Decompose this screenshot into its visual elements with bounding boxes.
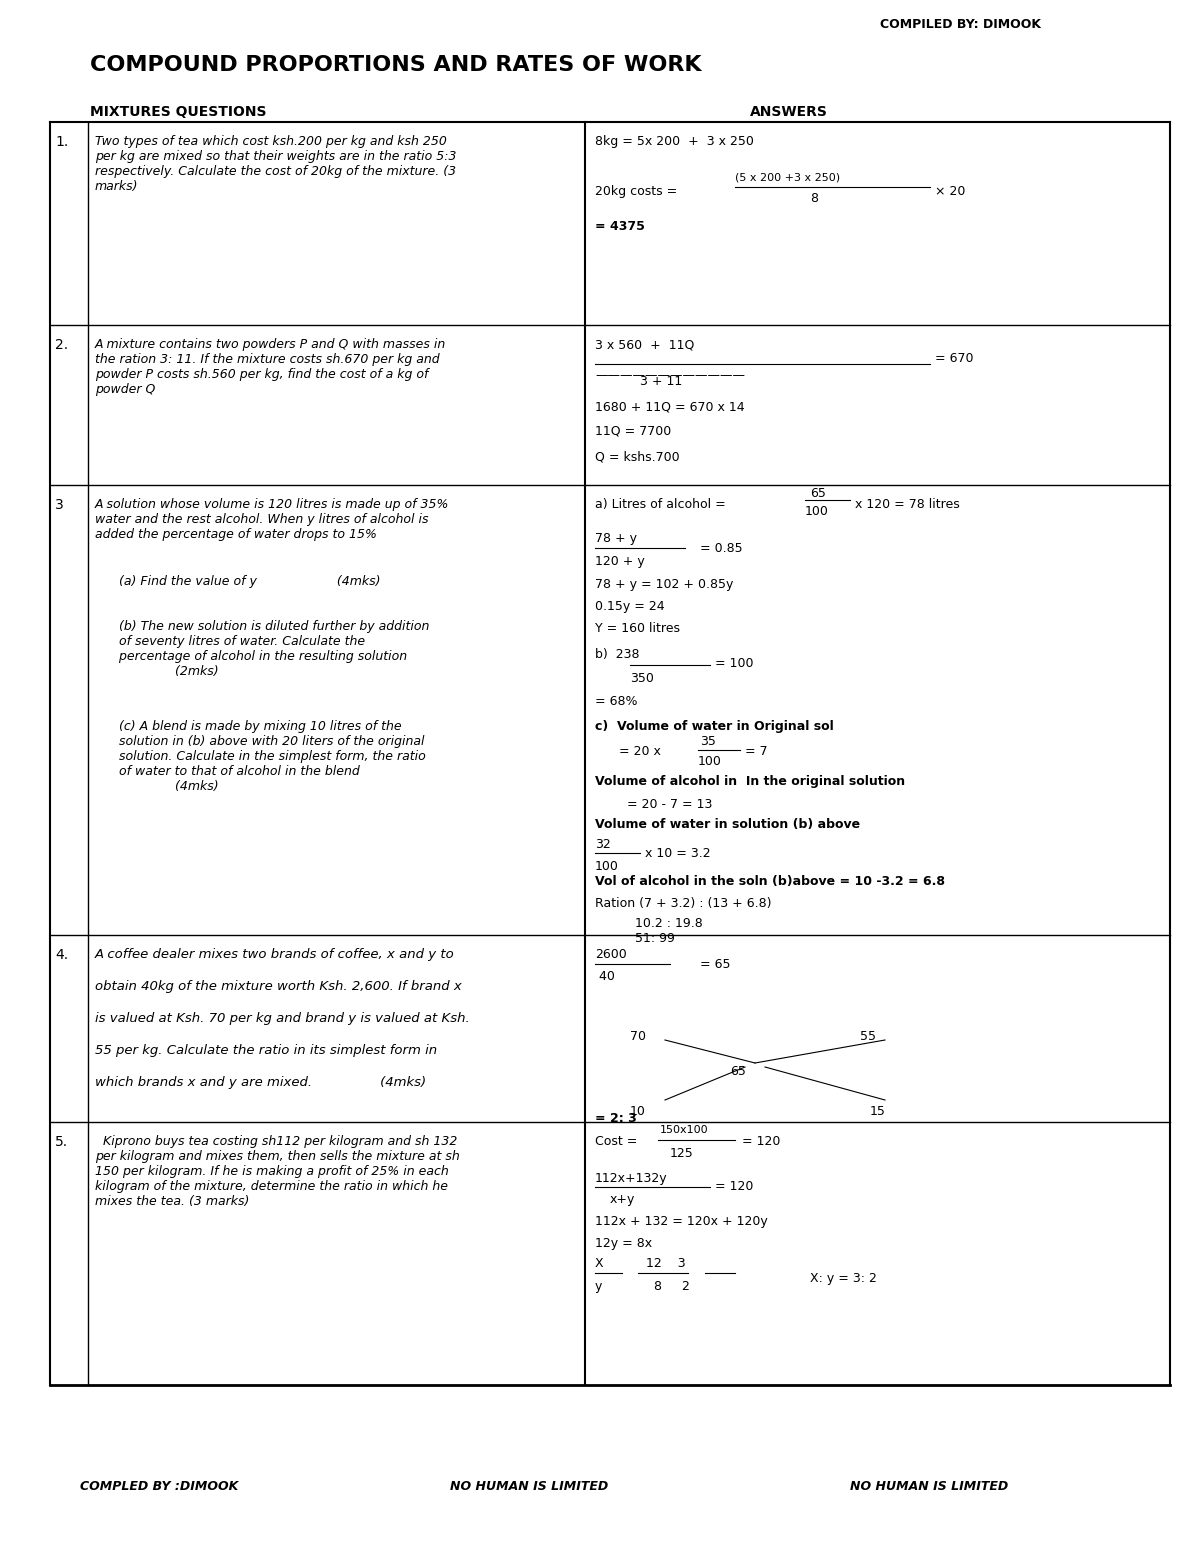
Text: × 20: × 20 (935, 185, 965, 197)
Text: = 0.85: = 0.85 (700, 542, 743, 554)
Text: Vol of alcohol in the soln (b)above = 10 -3.2 = 6.8: Vol of alcohol in the soln (b)above = 10… (595, 874, 946, 888)
Text: = 7: = 7 (745, 745, 768, 758)
Text: 70: 70 (630, 1030, 646, 1044)
Text: MIXTURES QUESTIONS: MIXTURES QUESTIONS (90, 106, 266, 120)
Text: NO HUMAN IS LIMITED: NO HUMAN IS LIMITED (450, 1480, 608, 1492)
Text: Y = 160 litres: Y = 160 litres (595, 623, 680, 635)
Text: 2600: 2600 (595, 947, 626, 961)
Text: 8: 8 (810, 193, 818, 205)
Text: X: X (595, 1256, 604, 1270)
Text: 120 + y: 120 + y (595, 554, 644, 568)
Text: 20kg costs =: 20kg costs = (595, 185, 682, 197)
Text: Volume of alcohol in  In the original solution: Volume of alcohol in In the original sol… (595, 775, 905, 787)
Text: (a) Find the value of y                    (4mks): (a) Find the value of y (4mks) (95, 575, 380, 589)
Text: 51: 99: 51: 99 (595, 932, 674, 944)
Text: (5 x 200 +3 x 250): (5 x 200 +3 x 250) (734, 172, 840, 183)
Text: A solution whose volume is 120 litres is made up of 35%
water and the rest alcoh: A solution whose volume is 120 litres is… (95, 499, 449, 540)
Text: x 120 = 78 litres: x 120 = 78 litres (856, 499, 960, 511)
Text: 12    3: 12 3 (630, 1256, 685, 1270)
Text: 3 + 11: 3 + 11 (640, 374, 683, 388)
Text: 150x100: 150x100 (660, 1124, 709, 1135)
Text: 65: 65 (810, 488, 826, 500)
Text: Q = kshs.700: Q = kshs.700 (595, 450, 679, 463)
Text: 0.15y = 24: 0.15y = 24 (595, 599, 665, 613)
Text: X: y = 3: 2: X: y = 3: 2 (810, 1272, 877, 1284)
Text: Two types of tea which cost ksh.200 per kg and ksh 250
per kg are mixed so that : Two types of tea which cost ksh.200 per … (95, 135, 456, 193)
Text: 8     2: 8 2 (638, 1280, 690, 1294)
Text: ————————————: ———————————— (595, 370, 745, 382)
Text: 78 + y: 78 + y (595, 533, 637, 545)
Text: 112x+132y: 112x+132y (595, 1173, 667, 1185)
Text: 12y = 8x: 12y = 8x (595, 1238, 652, 1250)
Text: 11Q = 7700: 11Q = 7700 (595, 426, 671, 438)
Text: Volume of water in solution (b) above: Volume of water in solution (b) above (595, 818, 860, 831)
Text: = 20 - 7 = 13: = 20 - 7 = 13 (595, 798, 713, 811)
Text: 100: 100 (805, 505, 829, 519)
Text: a) Litres of alcohol =: a) Litres of alcohol = (595, 499, 730, 511)
Text: Ration (7 + 3.2) : (13 + 6.8): Ration (7 + 3.2) : (13 + 6.8) (595, 898, 772, 910)
Text: 112x + 132 = 120x + 120y: 112x + 132 = 120x + 120y (595, 1214, 768, 1228)
Text: 3 x 560  +  11Q: 3 x 560 + 11Q (595, 339, 695, 351)
Text: 100: 100 (698, 755, 722, 769)
Text: 55: 55 (860, 1030, 876, 1044)
Text: x 10 = 3.2: x 10 = 3.2 (646, 846, 710, 860)
Text: = 20 x: = 20 x (595, 745, 665, 758)
Text: = 120: = 120 (742, 1135, 780, 1148)
Text: 100: 100 (595, 860, 619, 873)
Text: 4.: 4. (55, 947, 68, 961)
Text: NO HUMAN IS LIMITED: NO HUMAN IS LIMITED (850, 1480, 1008, 1492)
Text: = 68%: = 68% (595, 696, 637, 708)
Text: 350: 350 (630, 672, 654, 685)
Text: 1.: 1. (55, 135, 68, 149)
Text: A mixture contains two powders P and Q with masses in
the ration 3: 11. If the m: A mixture contains two powders P and Q w… (95, 339, 446, 396)
Text: 78 + y = 102 + 0.85y: 78 + y = 102 + 0.85y (595, 578, 733, 592)
Text: COMPILED BY: DIMOOK: COMPILED BY: DIMOOK (880, 19, 1042, 31)
Text: = 100: = 100 (715, 657, 754, 669)
Text: = 120: = 120 (715, 1180, 754, 1193)
Text: Kiprono buys tea costing sh112 per kilogram and sh 132
per kilogram and mixes th: Kiprono buys tea costing sh112 per kilog… (95, 1135, 460, 1208)
Text: c)  Volume of water in Original sol: c) Volume of water in Original sol (595, 721, 834, 733)
Text: = 2: 3: = 2: 3 (595, 1112, 637, 1124)
Text: (b) The new solution is diluted further by addition
      of seventy litres of w: (b) The new solution is diluted further … (95, 620, 430, 679)
Text: = 4375: = 4375 (595, 221, 644, 233)
Text: y: y (595, 1280, 602, 1294)
Text: COMPOUND PROPORTIONS AND RATES OF WORK: COMPOUND PROPORTIONS AND RATES OF WORK (90, 54, 702, 75)
Text: 10: 10 (630, 1106, 646, 1118)
Text: Cost =: Cost = (595, 1135, 641, 1148)
Text: 125: 125 (670, 1148, 694, 1160)
Text: 65: 65 (730, 1065, 746, 1078)
Text: A coffee dealer mixes two brands of coffee, x and y to

obtain 40kg of the mixtu: A coffee dealer mixes two brands of coff… (95, 947, 469, 1089)
Text: (c) A blend is made by mixing 10 litres of the
      solution in (b) above with : (c) A blend is made by mixing 10 litres … (95, 721, 426, 794)
Text: 1680 + 11Q = 670 x 14: 1680 + 11Q = 670 x 14 (595, 401, 745, 413)
Text: 5.: 5. (55, 1135, 68, 1149)
Text: 2.: 2. (55, 339, 68, 353)
Text: 8kg = 5x 200  +  3 x 250: 8kg = 5x 200 + 3 x 250 (595, 135, 754, 148)
Text: COMPLED BY :DIMOOK: COMPLED BY :DIMOOK (80, 1480, 239, 1492)
Text: b)  238: b) 238 (595, 648, 640, 662)
Text: 15: 15 (870, 1106, 886, 1118)
Text: ANSWERS: ANSWERS (750, 106, 828, 120)
Text: 32: 32 (595, 839, 611, 851)
Text: 35: 35 (700, 735, 716, 749)
Text: 10.2 : 19.8: 10.2 : 19.8 (595, 916, 703, 930)
Text: = 65: = 65 (700, 958, 731, 971)
Text: 40: 40 (595, 971, 614, 983)
Text: x+y: x+y (610, 1193, 635, 1207)
Text: 3: 3 (55, 499, 64, 512)
Text: = 670: = 670 (935, 353, 973, 365)
